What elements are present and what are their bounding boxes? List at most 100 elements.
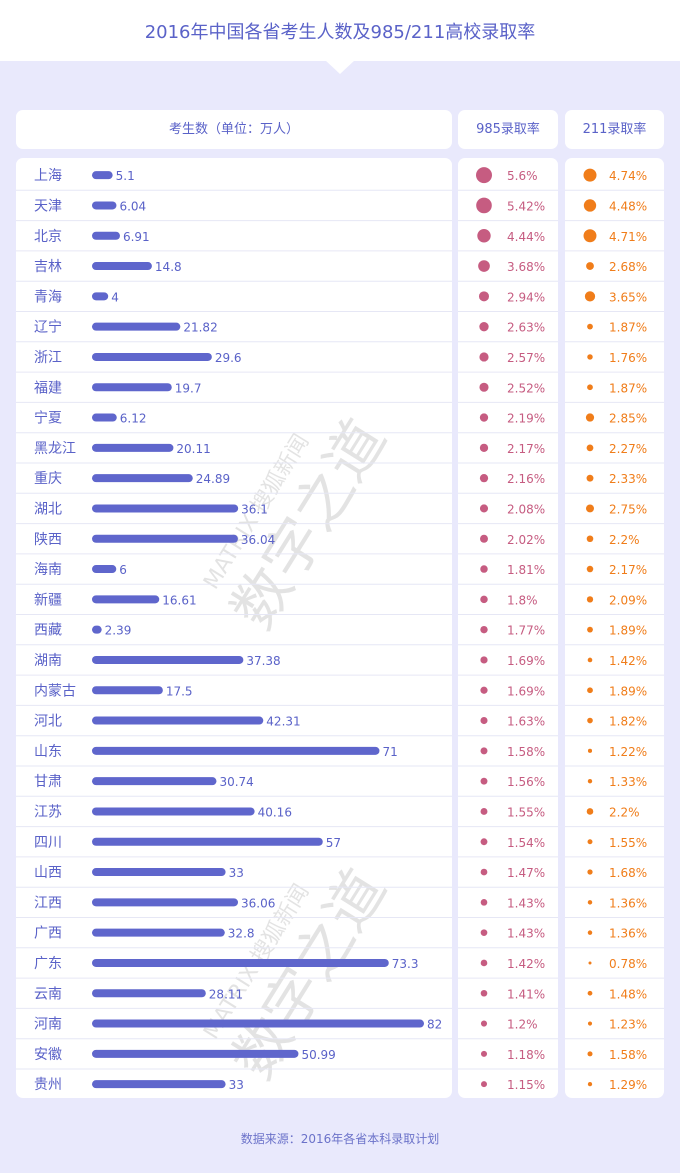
province-label: 山东 <box>34 744 62 760</box>
examinee-value: 36.06 <box>241 896 275 910</box>
province-label: 海南 <box>34 562 62 578</box>
rate985-value: 2.16% <box>507 472 545 486</box>
examinee-value: 32.8 <box>228 927 255 941</box>
rate985-value: 2.52% <box>507 381 545 395</box>
examinee-bar <box>92 1049 299 1058</box>
rate985-value: 1.77% <box>507 624 545 638</box>
examinee-bar <box>92 443 174 452</box>
rate211-dot <box>587 839 593 845</box>
province-label: 青海 <box>34 289 62 305</box>
examinee-bar <box>92 989 206 998</box>
rate211-dot <box>586 535 594 543</box>
examinee-bar <box>92 777 217 786</box>
province-label: 贵州 <box>34 1077 62 1093</box>
rate211-value: 1.89% <box>609 684 647 698</box>
rate985-dot <box>481 1081 487 1088</box>
province-label: 吉林 <box>34 259 62 275</box>
rate985-value: 1.18% <box>507 1048 545 1062</box>
rate211-value: 1.87% <box>609 381 647 395</box>
data-source: 数据来源：2016年各省本科录取计划 <box>240 1132 440 1146</box>
rate211-value: 2.27% <box>609 442 647 456</box>
examinee-bar <box>92 1080 226 1089</box>
rate985-value: 2.17% <box>507 442 545 456</box>
rate985-dot <box>476 167 492 184</box>
examinee-bar <box>92 655 244 664</box>
examinee-value: 6.91 <box>123 230 150 244</box>
examinee-bar <box>92 928 225 937</box>
rate985-dot <box>480 747 488 755</box>
rate211-dot <box>583 168 597 182</box>
rate211-dot <box>587 354 593 360</box>
rate211-dot <box>587 323 593 330</box>
examinee-bar <box>92 625 102 634</box>
examinee-value: 16.61 <box>162 593 196 607</box>
province-label: 广西 <box>34 926 62 942</box>
province-label: 陕西 <box>34 532 62 548</box>
header-pointer <box>325 60 355 74</box>
rate211-value: 2.2% <box>609 805 640 819</box>
examinee-bar <box>92 201 117 210</box>
column-header-985-rate: 985录取率 <box>458 110 558 149</box>
province-label: 湖北 <box>34 501 62 517</box>
rate211-dot <box>587 1021 593 1026</box>
rate985-value: 1.55% <box>507 805 545 819</box>
header-banner <box>0 0 680 61</box>
rate211-value: 1.23% <box>609 1018 647 1032</box>
examinee-value: 37.38 <box>246 654 280 668</box>
rate985-dot <box>480 534 488 543</box>
rate211-dot <box>587 626 593 633</box>
rate985-dot <box>479 504 489 513</box>
rate985-value: 1.63% <box>507 715 545 729</box>
rate985-dot <box>477 229 491 243</box>
rate211-dot <box>586 474 594 482</box>
rate211-dot <box>587 778 593 784</box>
rate211-value: 2.2% <box>609 533 640 547</box>
rate985-dot <box>480 595 488 604</box>
province-label: 安徽 <box>34 1047 62 1063</box>
province-label: 河北 <box>34 714 62 730</box>
rate211-value: 1.58% <box>609 1048 647 1062</box>
rate211-value: 1.89% <box>609 624 647 638</box>
rate211-value: 1.87% <box>609 321 647 335</box>
province-label: 黑龙江 <box>34 441 76 457</box>
rate985-value: 2.57% <box>507 351 545 365</box>
rate985-dot <box>478 260 490 272</box>
province-label: 上海 <box>34 168 62 184</box>
province-label: 广东 <box>34 956 62 972</box>
examinee-bar <box>92 898 238 907</box>
rate985-value: 1.54% <box>507 836 545 850</box>
rate211-dot <box>584 291 596 302</box>
examinee-value: 30.74 <box>219 775 253 789</box>
examinee-value: 4 <box>111 290 119 304</box>
rate211-value: 4.74% <box>609 169 647 183</box>
province-label: 新疆 <box>34 592 62 608</box>
examinee-bar <box>92 1019 424 1028</box>
rate211-dot <box>586 262 594 270</box>
rate211-value: 3.65% <box>609 290 647 304</box>
rate985-dot <box>479 382 489 392</box>
rate211-dot <box>583 199 597 212</box>
rate211-value: 1.68% <box>609 866 647 880</box>
examinee-bar <box>92 504 239 513</box>
examinee-value: 36.1 <box>241 502 268 516</box>
province-label: 山西 <box>34 865 62 881</box>
examinee-bar <box>92 595 160 604</box>
rate211-value: 0.78% <box>609 957 647 971</box>
rate985-value: 1.58% <box>507 745 545 759</box>
rate985-dot <box>479 352 489 362</box>
province-label: 福建 <box>34 380 62 396</box>
rate211-value: 1.36% <box>609 896 647 910</box>
rate985-dot <box>480 565 488 573</box>
examinee-value: 28.11 <box>209 987 243 1001</box>
examinee-bar <box>92 292 109 301</box>
rate985-panel <box>458 158 558 1098</box>
examinee-bar <box>92 746 380 755</box>
examinee-bar <box>92 231 120 240</box>
rate985-value: 1.69% <box>507 684 545 698</box>
rate985-value: 1.69% <box>507 654 545 668</box>
province-label: 辽宁 <box>34 319 62 336</box>
examinee-bar <box>92 534 238 543</box>
rate985-value: 1.8% <box>507 593 538 607</box>
rate211-dot <box>583 229 597 243</box>
